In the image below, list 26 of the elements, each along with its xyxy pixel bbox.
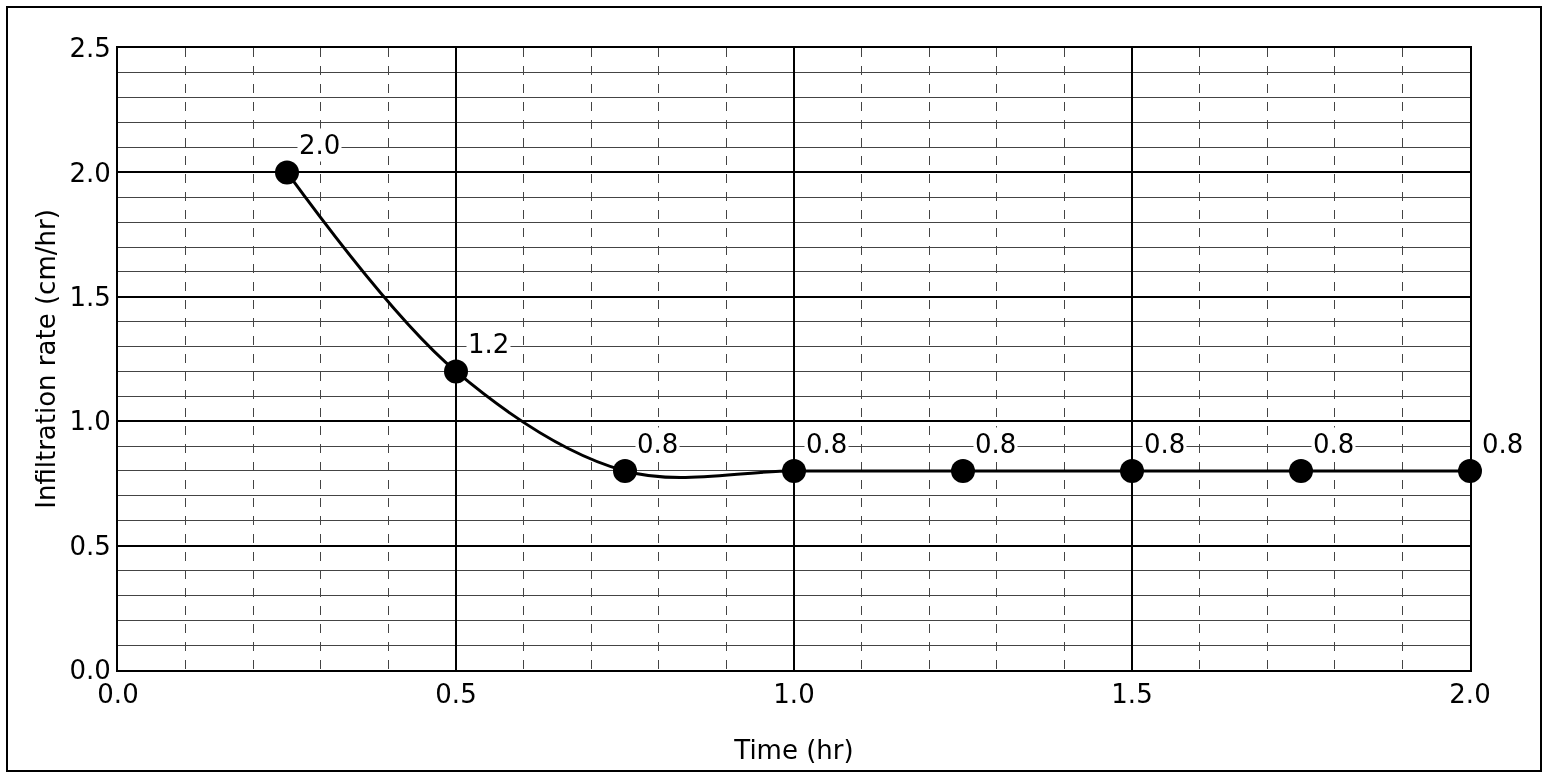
x-tick-label: 0.5 <box>435 679 477 710</box>
point <box>1289 458 1313 483</box>
point <box>1120 458 1144 483</box>
y-tick-label: 2.0 <box>69 157 111 188</box>
y-axis-title: Infiltration rate (cm/hr) <box>31 209 61 509</box>
data-label: 0.8 <box>1482 429 1524 459</box>
y-tick-label: 0.5 <box>69 530 111 561</box>
data-label: 0.8 <box>975 429 1017 459</box>
x-axis-title: Time (hr) <box>733 735 854 765</box>
point <box>444 359 468 384</box>
point <box>275 160 299 185</box>
data-label: 0.8 <box>1313 429 1355 459</box>
data-label: 2.0 <box>299 130 341 160</box>
x-tick-label: 1.5 <box>1111 679 1153 710</box>
point <box>951 458 975 483</box>
x-tick-label: 2.0 <box>1449 679 1491 710</box>
data-label: 0.8 <box>1144 429 1186 459</box>
y-tick-label: 1.5 <box>69 281 111 312</box>
y-tick-label: 1.0 <box>69 406 111 437</box>
x-tick-label: 1.0 <box>773 679 815 710</box>
point <box>782 458 806 483</box>
data-label: 0.8 <box>637 429 679 459</box>
y-tick-label: 2.5 <box>69 33 111 64</box>
data-label: 1.2 <box>468 329 510 359</box>
data-label: 0.8 <box>806 429 848 459</box>
point <box>613 458 637 483</box>
